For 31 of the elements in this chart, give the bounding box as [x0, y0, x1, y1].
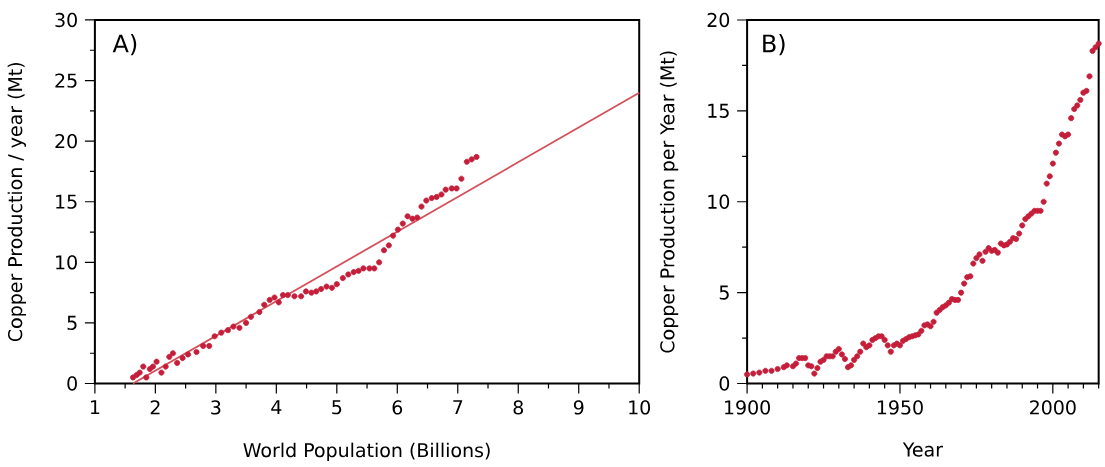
x-tick-label: 1900 [725, 400, 770, 415]
x-tick-label: 1 [90, 400, 100, 414]
x-tick-label: 1950 [877, 400, 923, 415]
y-tick-label: 15 [708, 103, 729, 118]
x-tick-label: 2 [150, 400, 160, 415]
y-axis-title: Copper Production per Year (Mt) [659, 51, 679, 353]
y-tick-label: 20 [55, 133, 77, 149]
y-tick-label: 30 [55, 12, 77, 28]
y-tick-label: 15 [56, 194, 77, 209]
annotation: A) [112, 33, 137, 56]
y-tick-label: 5 [67, 315, 77, 330]
x-tick-label: 3 [211, 400, 221, 415]
y-tick-label: 0 [719, 376, 730, 391]
y-tick-label: 20 [707, 12, 730, 28]
x-tick-label: 7 [453, 400, 463, 414]
y-tick-label: 10 [708, 194, 730, 209]
x-tick-label: 2000 [1030, 400, 1076, 415]
y-tick-label: 0 [67, 376, 77, 391]
x-tick-label: 8 [513, 400, 523, 415]
y-tick-label: 5 [719, 285, 729, 300]
annotation: B) [763, 33, 785, 56]
x-tick-label: 9 [573, 400, 584, 415]
y-tick-label: 25 [55, 73, 77, 88]
x-axis-title: Year [902, 442, 943, 457]
x-tick-label: 6 [392, 400, 403, 415]
x-tick-label: 10 [629, 400, 651, 415]
x-axis-title: World Population (Billions) [243, 442, 490, 461]
y-tick-label: 10 [56, 255, 77, 270]
x-tick-label: 5 [332, 400, 342, 415]
x-tick-label: 4 [271, 400, 282, 414]
y-axis-title: Copper Production / year (Mt) [7, 62, 27, 341]
